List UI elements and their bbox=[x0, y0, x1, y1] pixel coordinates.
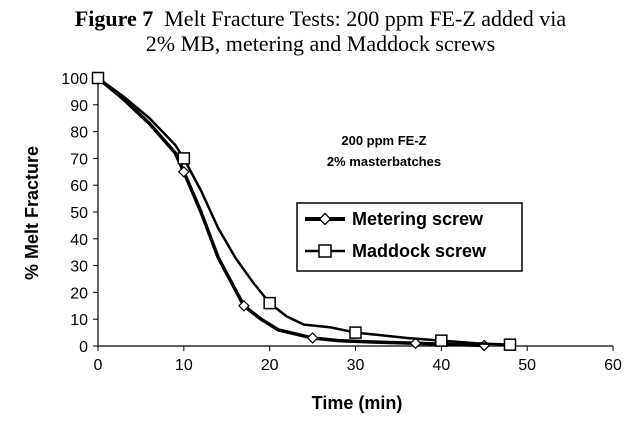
data-point-metering-screw bbox=[478, 339, 491, 352]
figure-title-line-2: 2% MB, metering and Maddock screws bbox=[145, 31, 496, 56]
data-point-maddock-screw bbox=[91, 71, 105, 85]
figure-title: Figure 7 Melt Fracture Tests: 200 ppm FE… bbox=[0, 6, 641, 56]
y-tick-label: 80 bbox=[70, 125, 88, 142]
figure-label: Figure 7 bbox=[74, 6, 154, 31]
y-axis-title: % Melt Fracture bbox=[22, 146, 42, 280]
y-tick-label: 40 bbox=[70, 232, 88, 249]
x-axis-title: Time (min) bbox=[312, 393, 403, 413]
y-tick-label: 20 bbox=[70, 285, 88, 302]
figure-title-text: Melt Fracture Tests: 200 ppm FE-Z added … bbox=[164, 6, 567, 31]
annotation-line-1: 200 ppm FE-Z bbox=[341, 133, 426, 148]
y-tick-label: 10 bbox=[70, 312, 88, 329]
x-tick-label: 10 bbox=[175, 357, 193, 374]
x-tick-label: 40 bbox=[432, 357, 450, 374]
x-tick-label: 20 bbox=[261, 357, 279, 374]
figure-title-line-1: Figure 7 Melt Fracture Tests: 200 ppm FE… bbox=[0, 6, 641, 31]
data-point-metering-screw bbox=[306, 332, 319, 344]
chart-series bbox=[91, 71, 517, 352]
y-tick-label: 50 bbox=[70, 205, 88, 222]
legend-label-maddock: Maddock screw bbox=[352, 241, 487, 261]
data-point-metering-screw bbox=[177, 165, 190, 178]
y-tick-label: 0 bbox=[79, 339, 88, 356]
data-point-maddock-screw bbox=[435, 334, 448, 347]
legend-marker-square bbox=[318, 244, 332, 258]
y-tick-label: 90 bbox=[70, 98, 88, 115]
legend-marker-diamond bbox=[318, 212, 332, 226]
x-tick-label: 50 bbox=[518, 357, 536, 374]
annotation-line-2: 2% masterbatches bbox=[327, 154, 441, 169]
data-point-maddock-screw bbox=[349, 326, 362, 339]
data-point-metering-screw bbox=[238, 299, 250, 312]
data-point-maddock-screw bbox=[263, 296, 276, 310]
chart-axes: 0 10 20 30 40 50 60 70 80 90 100 0 10 20 30 40 50 60 bbox=[61, 71, 622, 374]
y-tick-label: 70 bbox=[70, 151, 88, 168]
x-tick-label: 60 bbox=[604, 357, 622, 374]
legend: Metering screw Maddock screw bbox=[296, 202, 523, 272]
data-point-maddock-screw bbox=[177, 152, 191, 165]
series-line-metering-screw bbox=[96, 76, 485, 348]
legend-label-metering: Metering screw bbox=[352, 209, 484, 229]
y-tick-label: 30 bbox=[70, 259, 88, 276]
legend-box bbox=[296, 202, 523, 272]
y-tick-label: 100 bbox=[61, 71, 88, 88]
y-tick-label: 60 bbox=[70, 178, 88, 195]
x-tick-label: 30 bbox=[347, 357, 365, 374]
data-point-metering-screw bbox=[409, 337, 422, 350]
x-tick-label: 0 bbox=[94, 357, 103, 374]
data-point-maddock-screw bbox=[503, 338, 517, 351]
